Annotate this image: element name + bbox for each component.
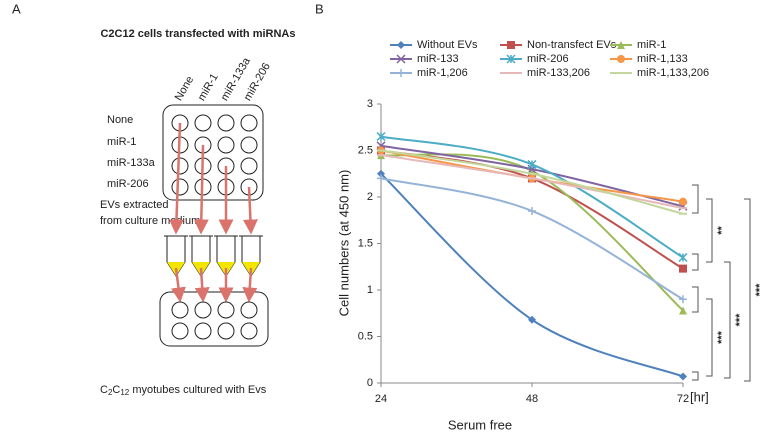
well: [240, 157, 258, 175]
caption-part: 2: [108, 388, 113, 397]
bracket: [706, 198, 713, 263]
y-axis-title: Cell numbers (at 450 nm): [336, 170, 351, 317]
well: [240, 114, 258, 132]
caption-part: myotubes cultured with Evs: [129, 384, 266, 396]
arrow: [193, 144, 209, 235]
y-tick-label: 0: [367, 377, 373, 389]
point: [617, 55, 625, 63]
myotube-well: [171, 322, 189, 340]
arrow: [171, 267, 186, 303]
well: [171, 157, 189, 175]
point: [397, 41, 405, 49]
caption-part: C: [112, 384, 120, 396]
row-label: None: [107, 114, 133, 126]
point: [396, 54, 406, 64]
significance-label: **: [716, 226, 728, 235]
arrow: [242, 186, 258, 235]
caption-part: C: [100, 384, 108, 396]
legend-label: miR-1,206: [417, 67, 468, 79]
bracket: [724, 261, 731, 379]
x-unit: [hr]: [690, 389, 709, 404]
point: [679, 295, 687, 304]
point: [528, 315, 536, 324]
y-tick-label: 0.5: [358, 330, 373, 342]
bracket: [692, 371, 699, 381]
series-line: [380, 173, 684, 378]
bracket: [692, 253, 699, 271]
point: [377, 169, 385, 178]
extract-text: EVs extracted: [100, 199, 168, 211]
y-tick-label: 2.5: [358, 144, 373, 156]
caption-part: 12: [120, 388, 129, 397]
well: [171, 178, 189, 196]
myotube-well: [240, 301, 258, 319]
myotube-well: [217, 322, 235, 340]
well: [217, 114, 235, 132]
legend-label: Without EVs: [417, 39, 478, 51]
legend-label: miR-133,206: [527, 67, 590, 79]
point: [528, 206, 536, 215]
tubes: [164, 235, 263, 277]
bracket: [706, 298, 713, 377]
row-label: miR-133a: [107, 157, 156, 169]
panel-label: B: [315, 1, 324, 16]
myotube-well: [240, 322, 258, 340]
point: [397, 69, 405, 77]
point: [376, 132, 386, 142]
x-tick-label: 72: [677, 393, 689, 405]
point: [507, 41, 515, 49]
arrow: [168, 122, 184, 235]
well: [194, 114, 212, 132]
legend-label: miR-1: [637, 39, 666, 51]
significance-label: ***: [734, 313, 746, 327]
y-tick-label: 1: [367, 284, 373, 296]
panel-label: A: [12, 1, 21, 16]
y-tick-label: 1.5: [358, 237, 373, 249]
y-tick-label: 3: [367, 98, 373, 110]
well: [217, 136, 235, 154]
x-tick-label: 24: [375, 393, 387, 405]
myotube-well: [194, 322, 212, 340]
significance-label: ***: [754, 283, 766, 297]
myotube-well: [194, 301, 212, 319]
row-label: miR-206: [107, 178, 149, 190]
panel-title: C2C12 cells transfected with miRNAs: [100, 28, 295, 40]
myotube-well: [217, 301, 235, 319]
legend-label: miR-133: [417, 53, 459, 65]
x-axis-title: Serum free: [448, 417, 512, 432]
point: [678, 252, 688, 262]
row-label: miR-1: [107, 136, 136, 148]
point: [377, 174, 385, 183]
point: [679, 197, 687, 206]
wells: [171, 114, 258, 196]
point: [617, 41, 625, 49]
caption: C2C12 myotubes cultured with Evs: [100, 384, 267, 397]
legend-label: miR-206: [527, 53, 569, 65]
significance-label: ***: [716, 330, 728, 344]
legend-label: Non-transfect EVs: [527, 39, 617, 51]
legend-label: miR-1,133: [637, 53, 688, 65]
well: [240, 136, 258, 154]
point: [679, 306, 687, 315]
bracket: [744, 198, 751, 382]
bracket: [692, 286, 699, 313]
x-tick-label: 48: [526, 393, 538, 405]
arrow: [194, 267, 210, 303]
point: [679, 264, 687, 273]
extract-text: from culture medium: [100, 215, 200, 227]
well-plate: [162, 104, 264, 201]
point: [679, 372, 687, 381]
column-label: miR-1: [196, 72, 221, 103]
y-tick-label: 2: [367, 191, 373, 203]
point: [506, 54, 516, 64]
column-label: None: [173, 74, 197, 103]
legend-label: miR-1,133,206: [637, 67, 709, 79]
myotube-well: [171, 301, 189, 319]
arrow: [242, 267, 258, 303]
bracket: [692, 184, 699, 214]
myotube-plate: [159, 291, 269, 347]
point: [527, 159, 537, 169]
